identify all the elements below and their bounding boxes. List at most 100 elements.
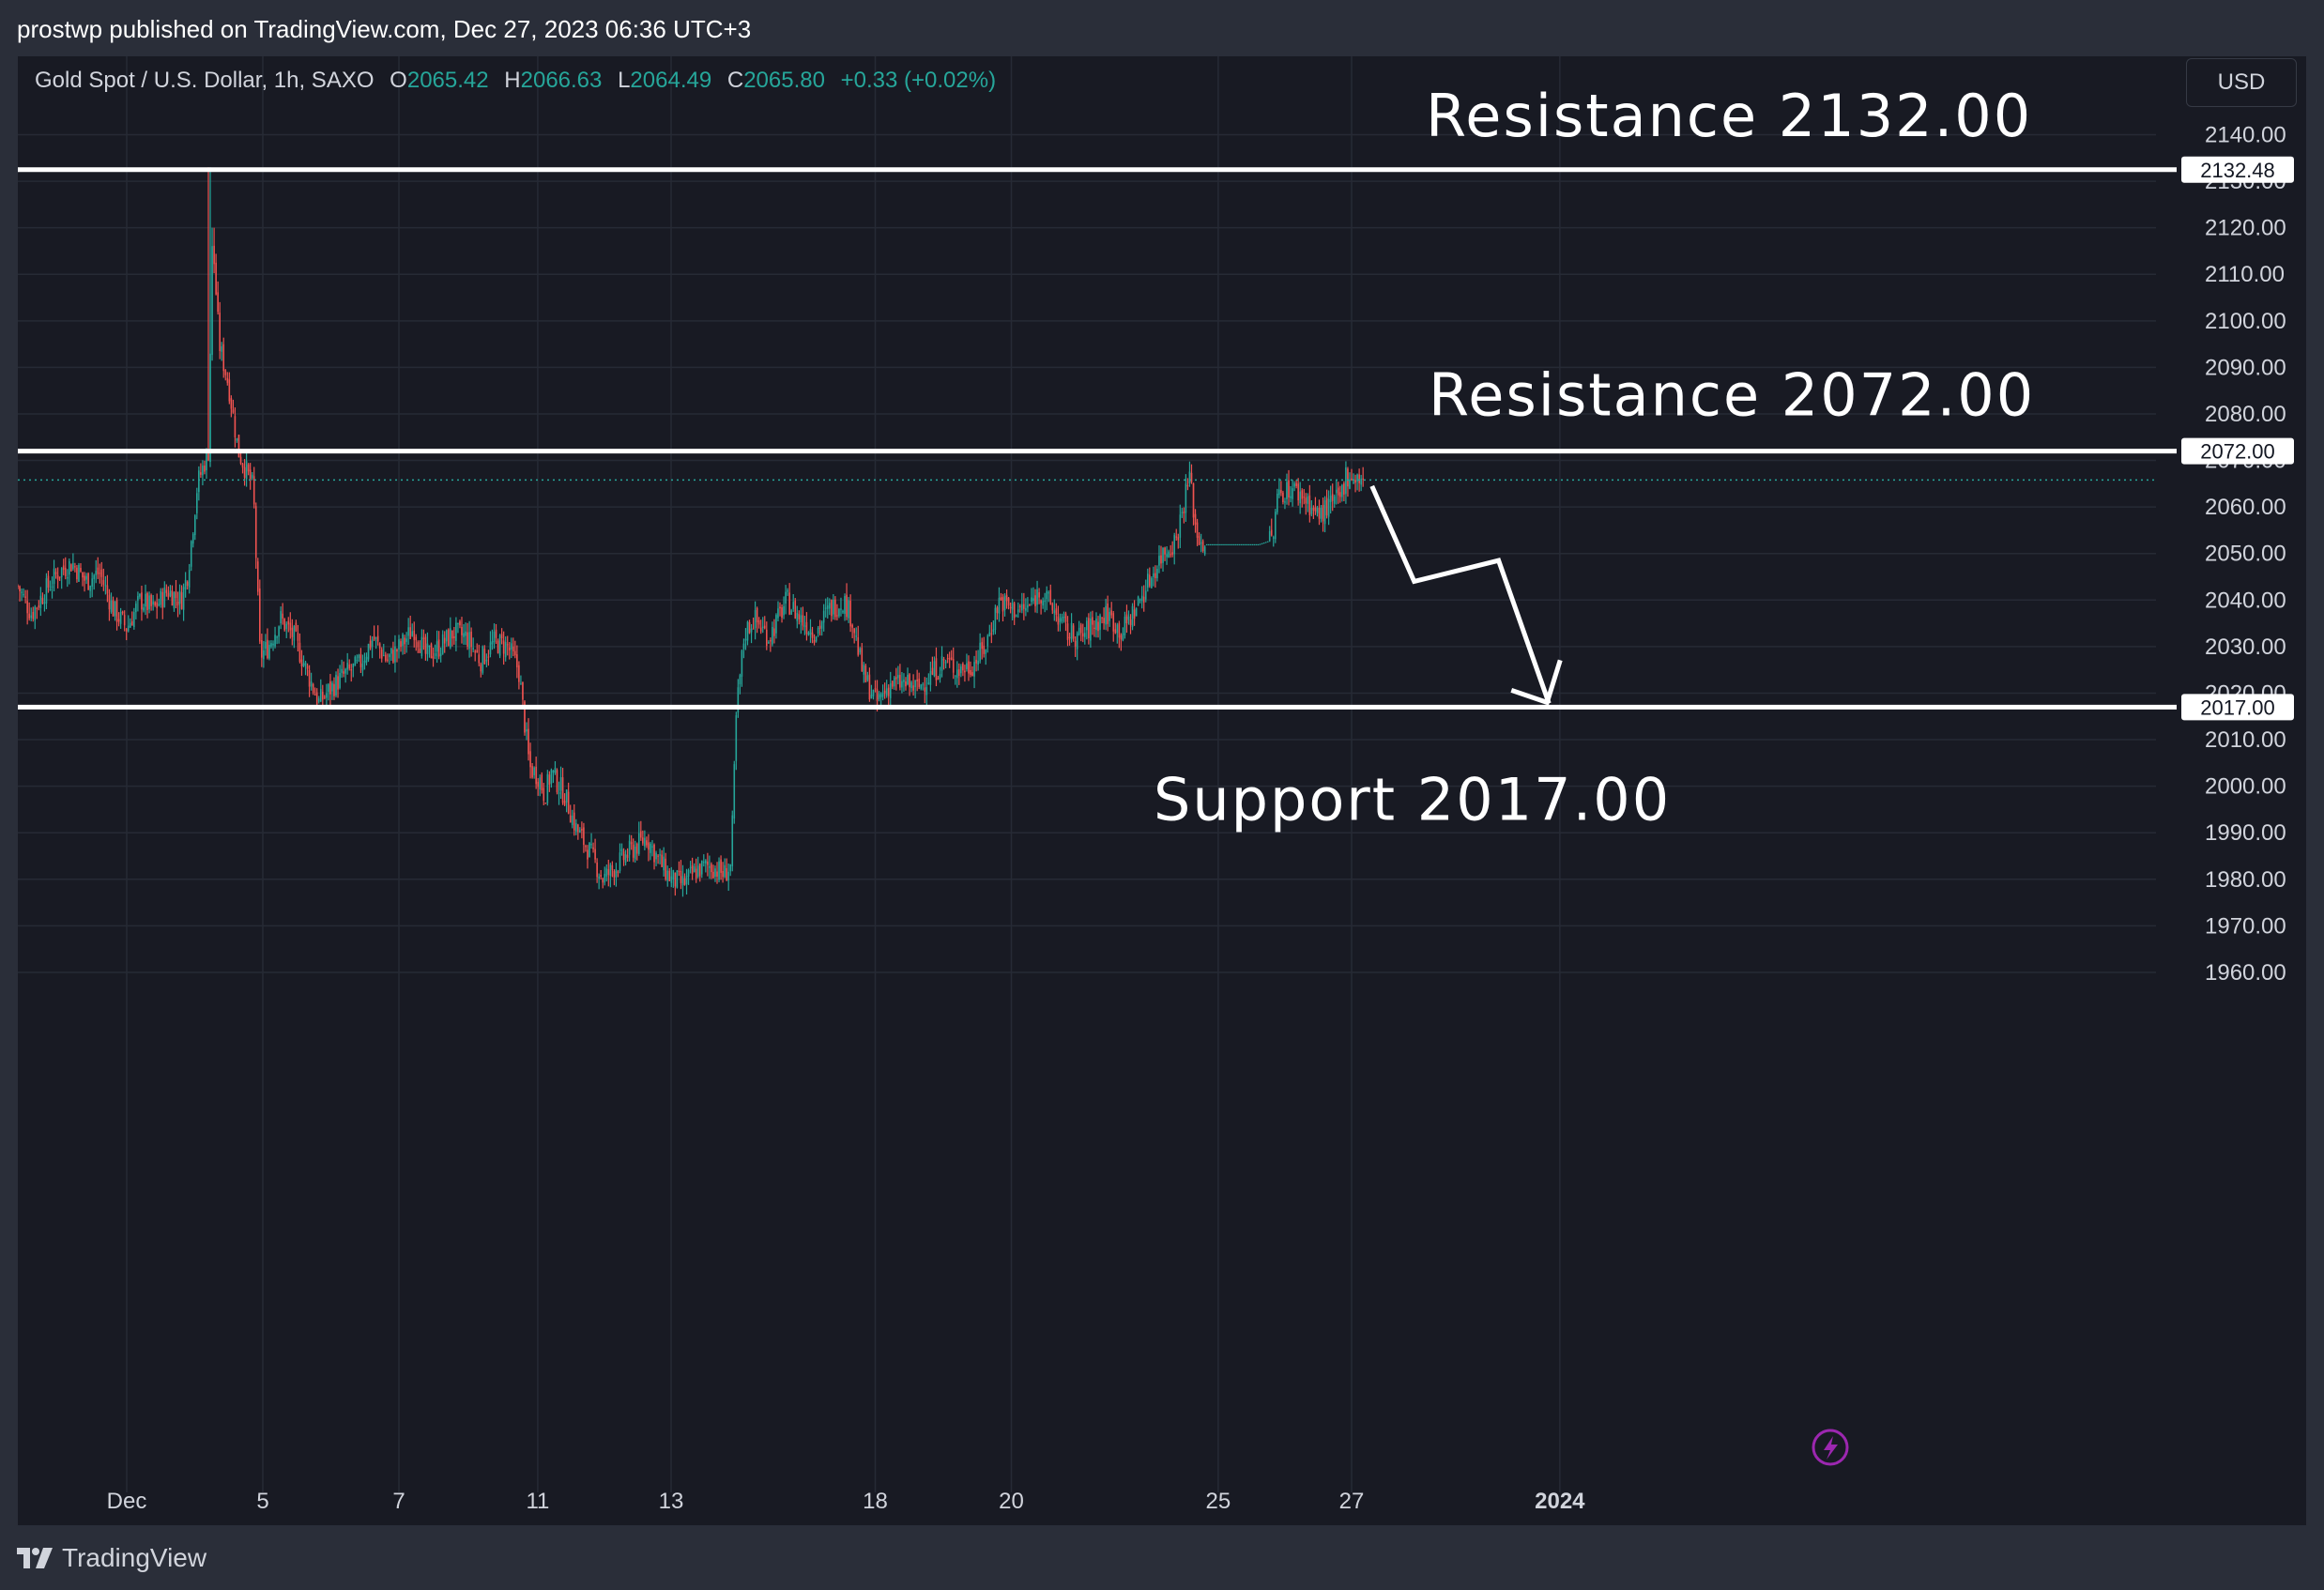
candlestick-chart[interactable]: 2140.002130.002120.002110.002100.002090.… <box>18 56 2306 1525</box>
candle <box>382 643 385 657</box>
projection-arrowhead <box>1510 659 1563 706</box>
candle <box>737 679 740 718</box>
candle <box>724 858 726 879</box>
candle <box>712 864 714 879</box>
candle <box>548 771 551 792</box>
candle <box>485 653 488 667</box>
candle <box>344 667 346 683</box>
price-tick-label: 2010.00 <box>2205 727 2286 753</box>
candle <box>583 822 585 853</box>
candle <box>417 640 420 653</box>
candle <box>731 810 734 872</box>
candle <box>960 664 962 678</box>
candle <box>561 768 564 805</box>
high-value: 2066.63 <box>520 68 603 93</box>
time-tick-label: 7 <box>392 1489 405 1514</box>
candle <box>779 602 781 617</box>
candle <box>154 601 156 607</box>
price-tick-label: 1990.00 <box>2205 820 2286 846</box>
candle <box>889 671 892 709</box>
candle <box>933 656 936 678</box>
candle <box>646 836 648 849</box>
chart-panel[interactable]: 2140.002130.002120.002110.002100.002090.… <box>18 56 2306 1525</box>
candle <box>100 561 103 588</box>
time-tick-label: 5 <box>256 1489 268 1514</box>
candle <box>1308 484 1311 523</box>
currency-button[interactable]: USD <box>2186 58 2297 107</box>
candle <box>295 619 298 633</box>
candle <box>698 863 701 882</box>
candle <box>794 598 797 619</box>
candle <box>1232 543 1234 546</box>
close-value: 2065.80 <box>743 68 825 93</box>
candle <box>1207 543 1210 546</box>
candle <box>312 682 314 696</box>
candle <box>193 513 196 541</box>
candle <box>833 594 834 620</box>
candle <box>167 586 170 601</box>
candle <box>981 637 983 660</box>
candle <box>887 684 890 707</box>
candle <box>39 587 42 617</box>
level-label: Resistance 2132.00 <box>1426 82 2032 150</box>
candle <box>156 593 158 619</box>
candle <box>1183 507 1185 524</box>
candle <box>1292 480 1293 507</box>
tradingview-footer[interactable]: TradingView <box>17 1541 206 1575</box>
candle <box>895 667 897 691</box>
candle <box>319 679 322 703</box>
candle <box>84 572 85 592</box>
candle <box>1059 613 1062 632</box>
candle <box>759 619 762 634</box>
candle <box>19 585 21 602</box>
candle <box>252 466 255 509</box>
candle <box>1151 576 1153 589</box>
candle <box>834 596 836 620</box>
candle <box>361 654 364 677</box>
candle <box>1112 611 1115 642</box>
candle <box>1000 592 1002 601</box>
candle <box>742 638 745 659</box>
candle <box>950 650 953 661</box>
candle <box>1278 478 1280 498</box>
candle <box>709 855 711 879</box>
candle <box>857 625 860 657</box>
candle <box>365 652 368 665</box>
candle <box>495 623 497 645</box>
candle <box>1270 518 1273 537</box>
candle <box>389 653 390 665</box>
candle <box>885 680 888 698</box>
candles <box>18 167 1364 897</box>
candle <box>1242 543 1245 546</box>
candle <box>1025 598 1027 617</box>
candle <box>74 562 76 573</box>
candle <box>678 861 680 877</box>
candle <box>106 574 109 603</box>
candle <box>1170 544 1171 558</box>
candle <box>434 644 436 660</box>
candle <box>78 562 80 582</box>
time-tick-label: 20 <box>999 1489 1024 1514</box>
candle <box>1027 597 1029 613</box>
level-label: Resistance 2072.00 <box>1429 361 2035 430</box>
candle <box>378 642 381 659</box>
candle <box>443 631 446 653</box>
symbol-title[interactable]: Gold Spot / U.S. Dollar, 1h, SAXO <box>35 68 375 93</box>
candle <box>589 842 590 858</box>
candle <box>47 571 50 593</box>
candle <box>1217 543 1219 546</box>
candle <box>634 840 636 864</box>
candle <box>1055 603 1058 622</box>
candle <box>1181 508 1184 518</box>
candle <box>259 579 261 645</box>
candle <box>1175 528 1178 541</box>
candle <box>1070 613 1073 643</box>
candle <box>571 809 573 829</box>
candle <box>1216 543 1217 546</box>
candle <box>1246 543 1248 546</box>
candle <box>632 838 635 863</box>
candle <box>644 830 646 850</box>
grid <box>18 56 2156 1492</box>
candle <box>785 585 787 615</box>
candle <box>574 818 577 835</box>
